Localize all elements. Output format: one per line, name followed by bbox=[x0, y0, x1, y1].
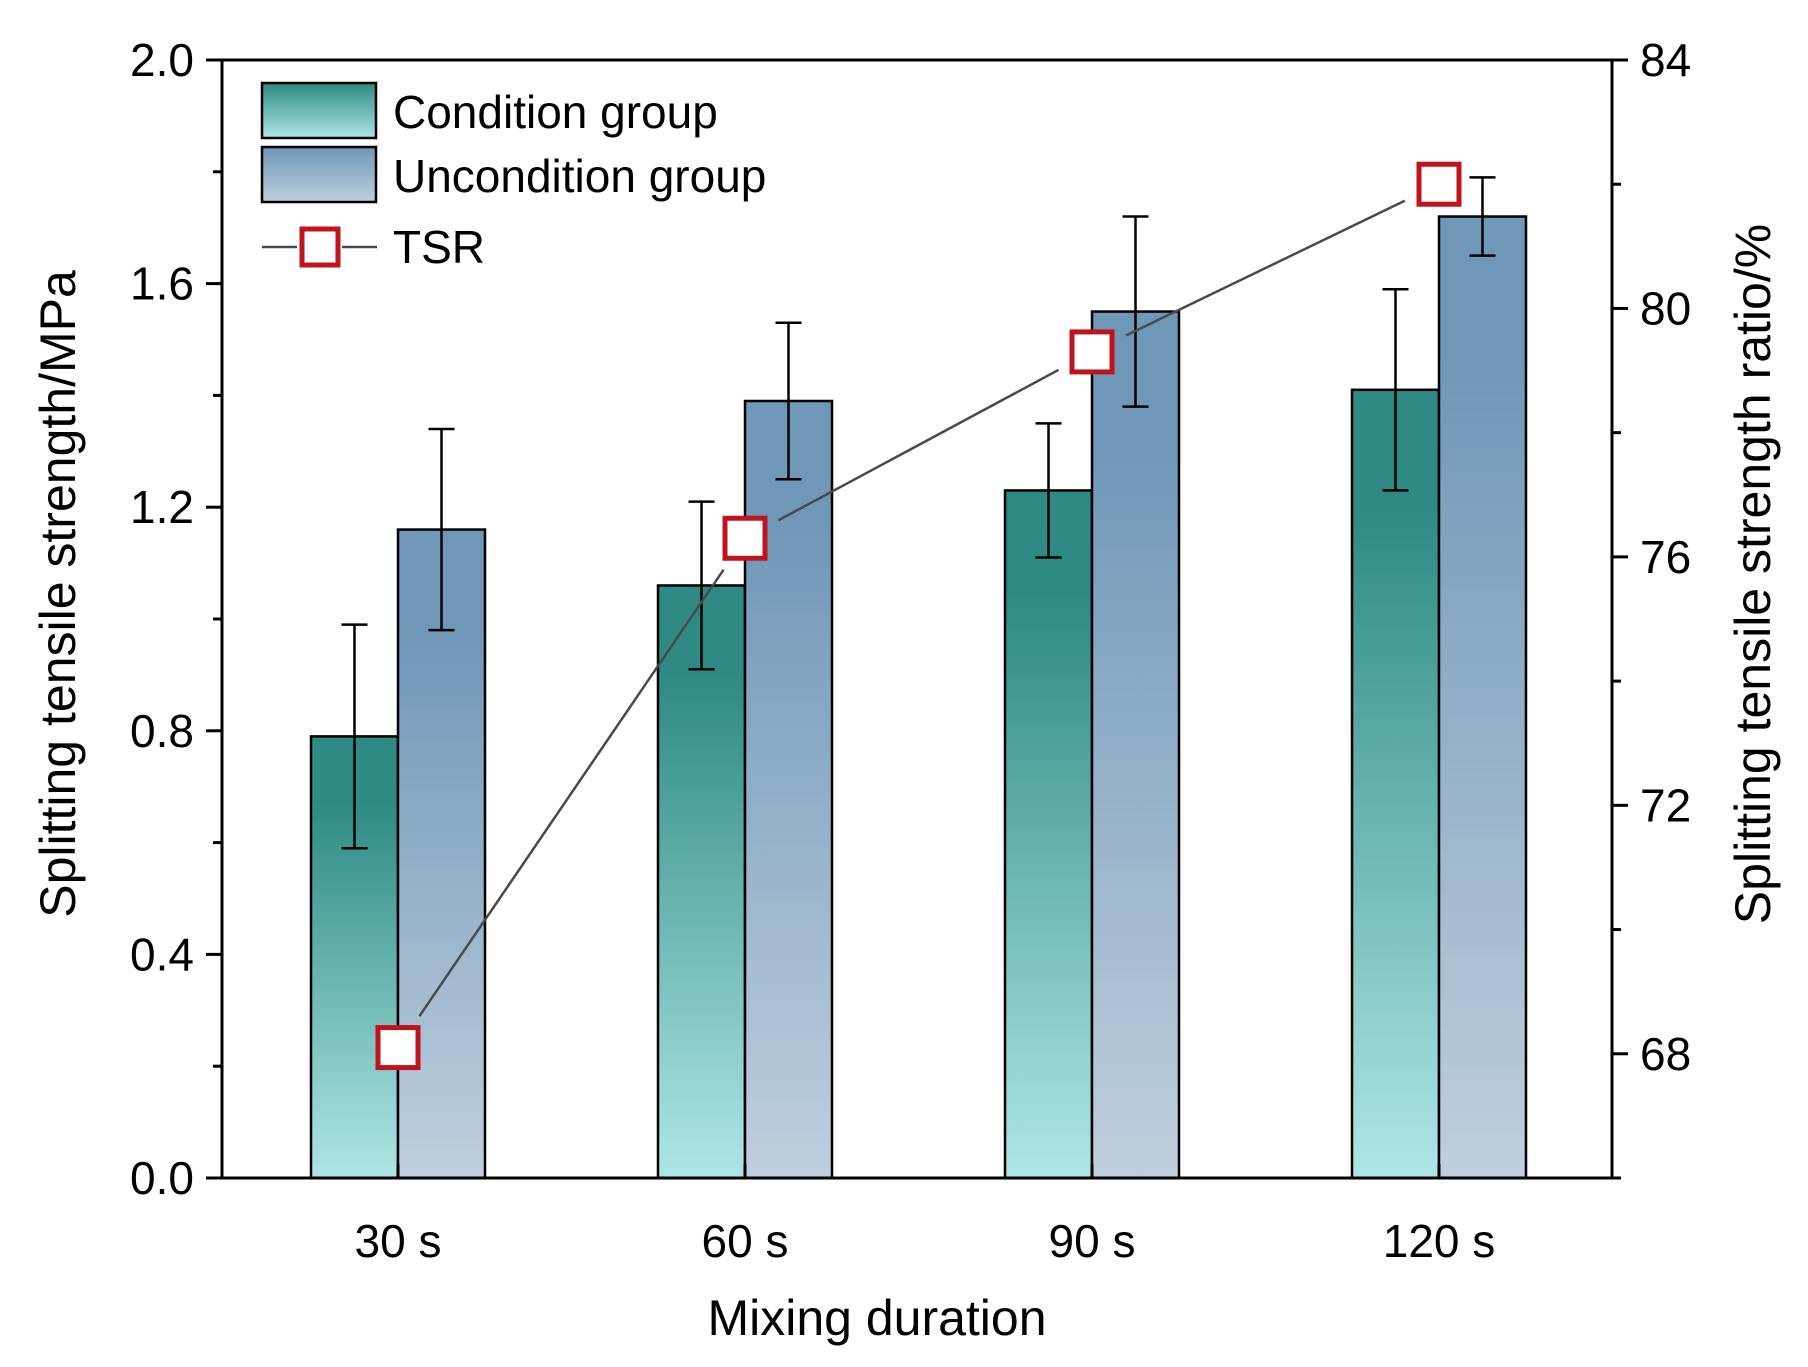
x-tick-label-3: 120 s bbox=[1383, 1215, 1496, 1267]
x-tick-label-1: 60 s bbox=[702, 1215, 789, 1267]
legend-label-condition: Condition group bbox=[393, 86, 718, 138]
axis-ticks: 30 s 60 s 90 s 120 s 0.0 0.4 0.8 1.2 1.6 2.0 68 72 7… bbox=[130, 34, 1691, 1267]
y-tick-label-5: 2.0 bbox=[130, 34, 194, 86]
x-tick-label-2: 90 s bbox=[1049, 1215, 1136, 1267]
bar-uncondition-3 bbox=[1437, 215, 1528, 1180]
legend-label-tsr: TSR bbox=[393, 221, 485, 273]
tsr-line-segment-1 bbox=[777, 368, 1060, 522]
y2-tick-label-0: 68 bbox=[1640, 1028, 1691, 1080]
bar-uncondition-2 bbox=[1090, 310, 1181, 1180]
legend-marker-tsr bbox=[299, 226, 341, 268]
y2-tick-label-2: 76 bbox=[1640, 531, 1691, 583]
bar-condition-2 bbox=[1003, 489, 1094, 1180]
legend: Condition group Uncondition group TSR bbox=[260, 81, 766, 273]
y2-tick-label-3: 80 bbox=[1640, 282, 1691, 334]
bar-condition-3 bbox=[1350, 388, 1441, 1180]
y-tick-label-2: 0.8 bbox=[130, 705, 194, 757]
tsr-line-layer bbox=[375, 161, 1462, 1071]
error-bars-layer bbox=[341, 176, 1496, 850]
y2-axis-title: Splitting tensile strength ratio/% bbox=[1725, 224, 1781, 924]
y2-tick-label-1: 72 bbox=[1640, 779, 1691, 831]
x-axis-title: Mixing duration bbox=[707, 1290, 1046, 1346]
bar-condition-1 bbox=[656, 584, 747, 1180]
legend-label-uncondition: Uncondition group bbox=[393, 150, 766, 202]
x-tick-label-0: 30 s bbox=[355, 1215, 442, 1267]
y-axis-title: Splitting tensile strength/MPa bbox=[30, 270, 86, 918]
y-tick-label-3: 1.2 bbox=[130, 481, 194, 533]
legend-swatch-condition bbox=[260, 81, 378, 140]
y2-tick-label-4: 84 bbox=[1640, 34, 1691, 86]
y-tick-label-0: 0.0 bbox=[130, 1152, 194, 1204]
legend-swatch-uncondition bbox=[260, 145, 378, 204]
tsr-marker-1 bbox=[722, 515, 768, 561]
tsr-line-segment-0 bbox=[418, 568, 725, 1017]
y-tick-label-1: 0.4 bbox=[130, 928, 194, 980]
bars-layer bbox=[309, 215, 1528, 1180]
tsr-line-segment-2 bbox=[1125, 199, 1406, 337]
tsr-marker-0 bbox=[375, 1025, 421, 1071]
tsr-marker-3 bbox=[1416, 161, 1462, 207]
y-tick-label-4: 1.6 bbox=[130, 258, 194, 310]
tsr-marker-2 bbox=[1069, 329, 1115, 375]
